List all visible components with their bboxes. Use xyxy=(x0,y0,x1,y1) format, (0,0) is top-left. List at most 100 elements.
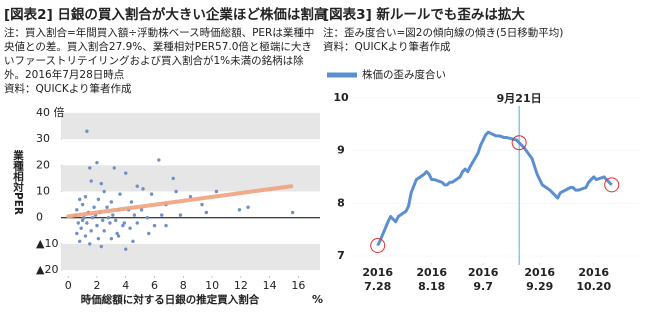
note: 外。2016年7月28日時点 xyxy=(4,68,124,81)
series-line xyxy=(376,130,613,247)
point xyxy=(116,234,121,238)
x-tick-label: 10.20 xyxy=(576,280,611,293)
x-tick-label: 14 xyxy=(263,279,277,292)
point xyxy=(95,160,99,165)
point xyxy=(174,189,178,194)
point xyxy=(129,200,134,204)
chart-title: [図表2] 日銀の買入割合が大きい企業ほど株価は割高 xyxy=(4,6,327,23)
point xyxy=(79,226,83,230)
point xyxy=(157,158,161,162)
point xyxy=(132,213,137,217)
point xyxy=(102,229,106,233)
point xyxy=(78,239,82,244)
point xyxy=(109,200,114,204)
point xyxy=(112,166,116,170)
chart-title: [図表3] 新ルールでも歪みは拡大 xyxy=(323,6,525,23)
point xyxy=(85,221,89,225)
point xyxy=(178,213,183,217)
point xyxy=(200,202,204,207)
note: 注：買入割合=年間買入額÷浮動株ベース時価総額、PERは業種中 xyxy=(4,26,314,39)
note: 央値との差。買入割合27.9%、業種相対PER57.0倍と極端に大き xyxy=(4,40,312,53)
point xyxy=(83,195,88,199)
point xyxy=(131,239,135,244)
point xyxy=(164,223,168,228)
x-tick-label: 0 xyxy=(65,279,72,292)
x-axis-unit: % xyxy=(312,293,323,306)
point xyxy=(90,216,95,220)
trend-line xyxy=(66,184,294,219)
point xyxy=(113,218,118,223)
point xyxy=(105,205,109,209)
note: 資料：QUICKより筆者作成 xyxy=(4,82,132,95)
x-tick-label: 2016 xyxy=(524,266,555,279)
y-tick-label: 20 xyxy=(36,158,50,171)
point xyxy=(214,189,219,194)
point xyxy=(152,223,157,228)
point xyxy=(128,226,132,230)
point xyxy=(88,166,92,170)
y-tick-label: 30 xyxy=(36,132,50,145)
legend-label: 株価の歪み度合い xyxy=(362,68,446,81)
y-axis-title: 業種相対PER xyxy=(12,149,24,215)
x-tick-label: 4 xyxy=(122,279,129,292)
highlight-circle xyxy=(511,135,527,151)
x-tick-label: 9.29 xyxy=(526,280,553,293)
note: いファーストリテイリングおよび買入割合が1%未満の銘柄は除 xyxy=(4,54,304,67)
x-tick-label: 9.7 xyxy=(473,280,493,293)
point xyxy=(135,221,139,225)
point xyxy=(124,247,128,251)
x-tick-label: 2016 xyxy=(578,266,609,279)
y-tick-label: 40 倍 xyxy=(36,105,65,119)
point xyxy=(121,223,125,228)
point xyxy=(96,197,101,202)
x-tick-label: 2016 xyxy=(416,266,447,279)
point xyxy=(75,208,79,212)
point xyxy=(139,208,144,212)
point xyxy=(99,181,103,186)
x-tick-label: 7.28 xyxy=(364,280,391,293)
point xyxy=(115,231,119,236)
point xyxy=(76,221,80,225)
point xyxy=(246,205,250,209)
point xyxy=(75,231,79,236)
y-tick-label: 8 xyxy=(337,196,345,209)
y-tick-label: 7 xyxy=(337,249,345,262)
x-tick-label: 2016 xyxy=(362,266,393,279)
point xyxy=(83,234,88,238)
band xyxy=(61,243,320,271)
point xyxy=(111,213,115,217)
y-tick-label: 10 xyxy=(36,185,50,198)
point xyxy=(145,216,150,220)
x-tick-label: 8.18 xyxy=(418,280,445,293)
y-tick-label: 9 xyxy=(337,144,345,157)
y-tick-label: 0 xyxy=(36,211,43,224)
point xyxy=(160,213,164,217)
x-axis-title: 時価総額に対する日銀の推定買入割合 xyxy=(81,293,260,306)
x-tick-label: 16 xyxy=(291,279,305,292)
point xyxy=(108,221,112,225)
point xyxy=(80,218,85,223)
point xyxy=(141,187,145,191)
point xyxy=(78,197,82,202)
x-tick-label: 2016 xyxy=(468,266,499,279)
point xyxy=(101,218,105,223)
point xyxy=(96,236,101,241)
x-tick-label: 2 xyxy=(93,279,100,292)
point xyxy=(99,244,103,249)
x-tick-label: 6 xyxy=(151,279,158,292)
note: 注：歪み度合い=図2の傾向線の傾き(5日移動平均) xyxy=(323,26,563,39)
y-tick-label: ▲10 xyxy=(36,237,58,250)
point xyxy=(89,179,93,183)
point xyxy=(188,195,193,199)
point xyxy=(80,202,85,207)
point xyxy=(92,205,96,209)
band xyxy=(61,112,320,140)
highlight-circle xyxy=(604,177,620,193)
annotation-label: 9月21日 xyxy=(497,92,542,105)
point xyxy=(106,216,111,220)
point xyxy=(118,192,122,196)
point xyxy=(89,229,93,233)
point xyxy=(149,192,154,196)
x-tick-label: 12 xyxy=(234,279,248,292)
